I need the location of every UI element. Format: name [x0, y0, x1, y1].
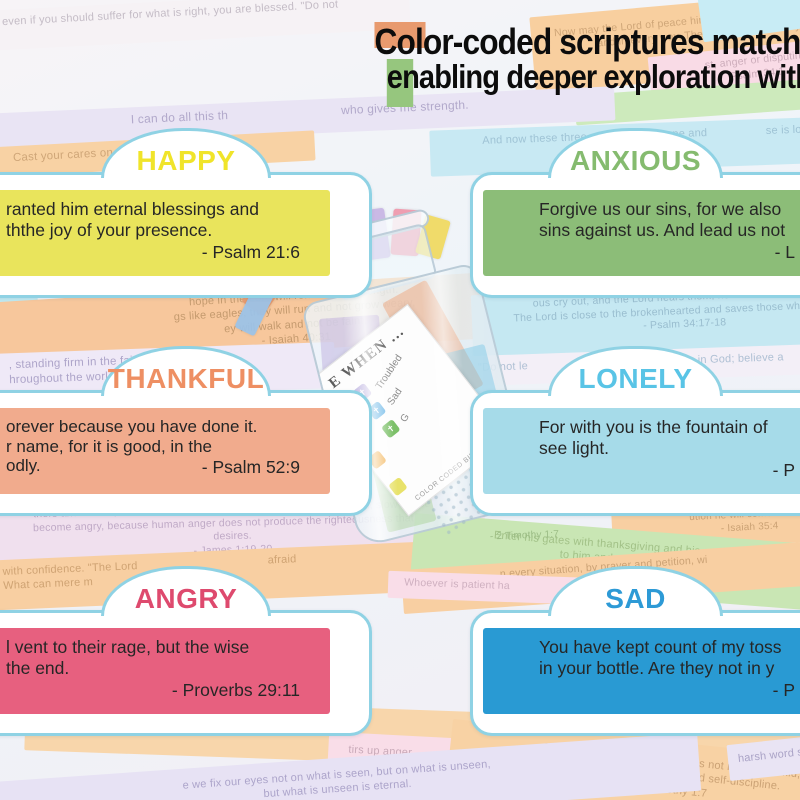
- mood-label: LONELY: [578, 363, 693, 394]
- verse-text: For with you is the fountain of see ligh…: [539, 417, 768, 458]
- mood-label: SAD: [605, 583, 666, 614]
- verse-text: Forgive us our sins, for we also sins ag…: [539, 199, 786, 240]
- mood-tab-anxious: ANXIOUS: [548, 128, 723, 178]
- verse-reference: - Psalm 52:9: [201, 457, 300, 478]
- mood-panel-lonely: LONELY For with you is the fountain of s…: [470, 346, 800, 516]
- mood-label: THANKFUL: [107, 363, 265, 394]
- verse-text: ranted him eternal blessings and ththe j…: [6, 199, 259, 240]
- verse-reference: - P: [772, 680, 795, 700]
- scripture-card-lonely: For with you is the fountain of see ligh…: [483, 408, 800, 494]
- mood-label: HAPPY: [136, 145, 236, 176]
- verse-text: orever because you have done it. r name,…: [6, 417, 258, 476]
- scripture-card-sad: You have kept count of my toss in your b…: [483, 628, 800, 714]
- scripture-card-anxious: Forgive us our sins, for we also sins ag…: [483, 190, 800, 276]
- mood-label: ANGRY: [134, 583, 238, 614]
- verse-text: You have kept count of my toss in your b…: [539, 637, 782, 678]
- mood-panel-sad: SAD You have kept count of my toss in yo…: [470, 566, 800, 736]
- verse-reference: - P: [772, 460, 795, 480]
- mood-panel-thankful: THANKFUL orever because you have done it…: [0, 346, 372, 516]
- scripture-card-happy: ranted him eternal blessings and ththe j…: [0, 190, 330, 276]
- mood-panel-angry: ANGRY l vent to their rage, but the wise…: [0, 566, 372, 736]
- scripture-card-thankful: orever because you have done it. r name,…: [0, 408, 330, 494]
- mood-label: ANXIOUS: [569, 145, 702, 176]
- headline-line-2: enabling deeper exploration with Bible r…: [386, 58, 800, 107]
- headline: Color-coded scriptures match your mood, …: [0, 22, 800, 107]
- verse-reference: - L: [774, 242, 795, 262]
- mood-panel-happy: HAPPY ranted him eternal blessings and t…: [0, 128, 372, 298]
- verse-reference: - Proverbs 29:11: [171, 680, 300, 700]
- verse-text: l vent to their rage, but the wise the e…: [6, 637, 250, 678]
- verse-reference: - Psalm 21:6: [201, 242, 300, 262]
- scripture-card-angry: l vent to their rage, but the wise the e…: [0, 628, 330, 714]
- mood-panel-anxious: ANXIOUS Forgive us our sins, for we also…: [470, 128, 800, 298]
- headline-line-1: Color-coded scriptures match your mood,: [374, 21, 800, 62]
